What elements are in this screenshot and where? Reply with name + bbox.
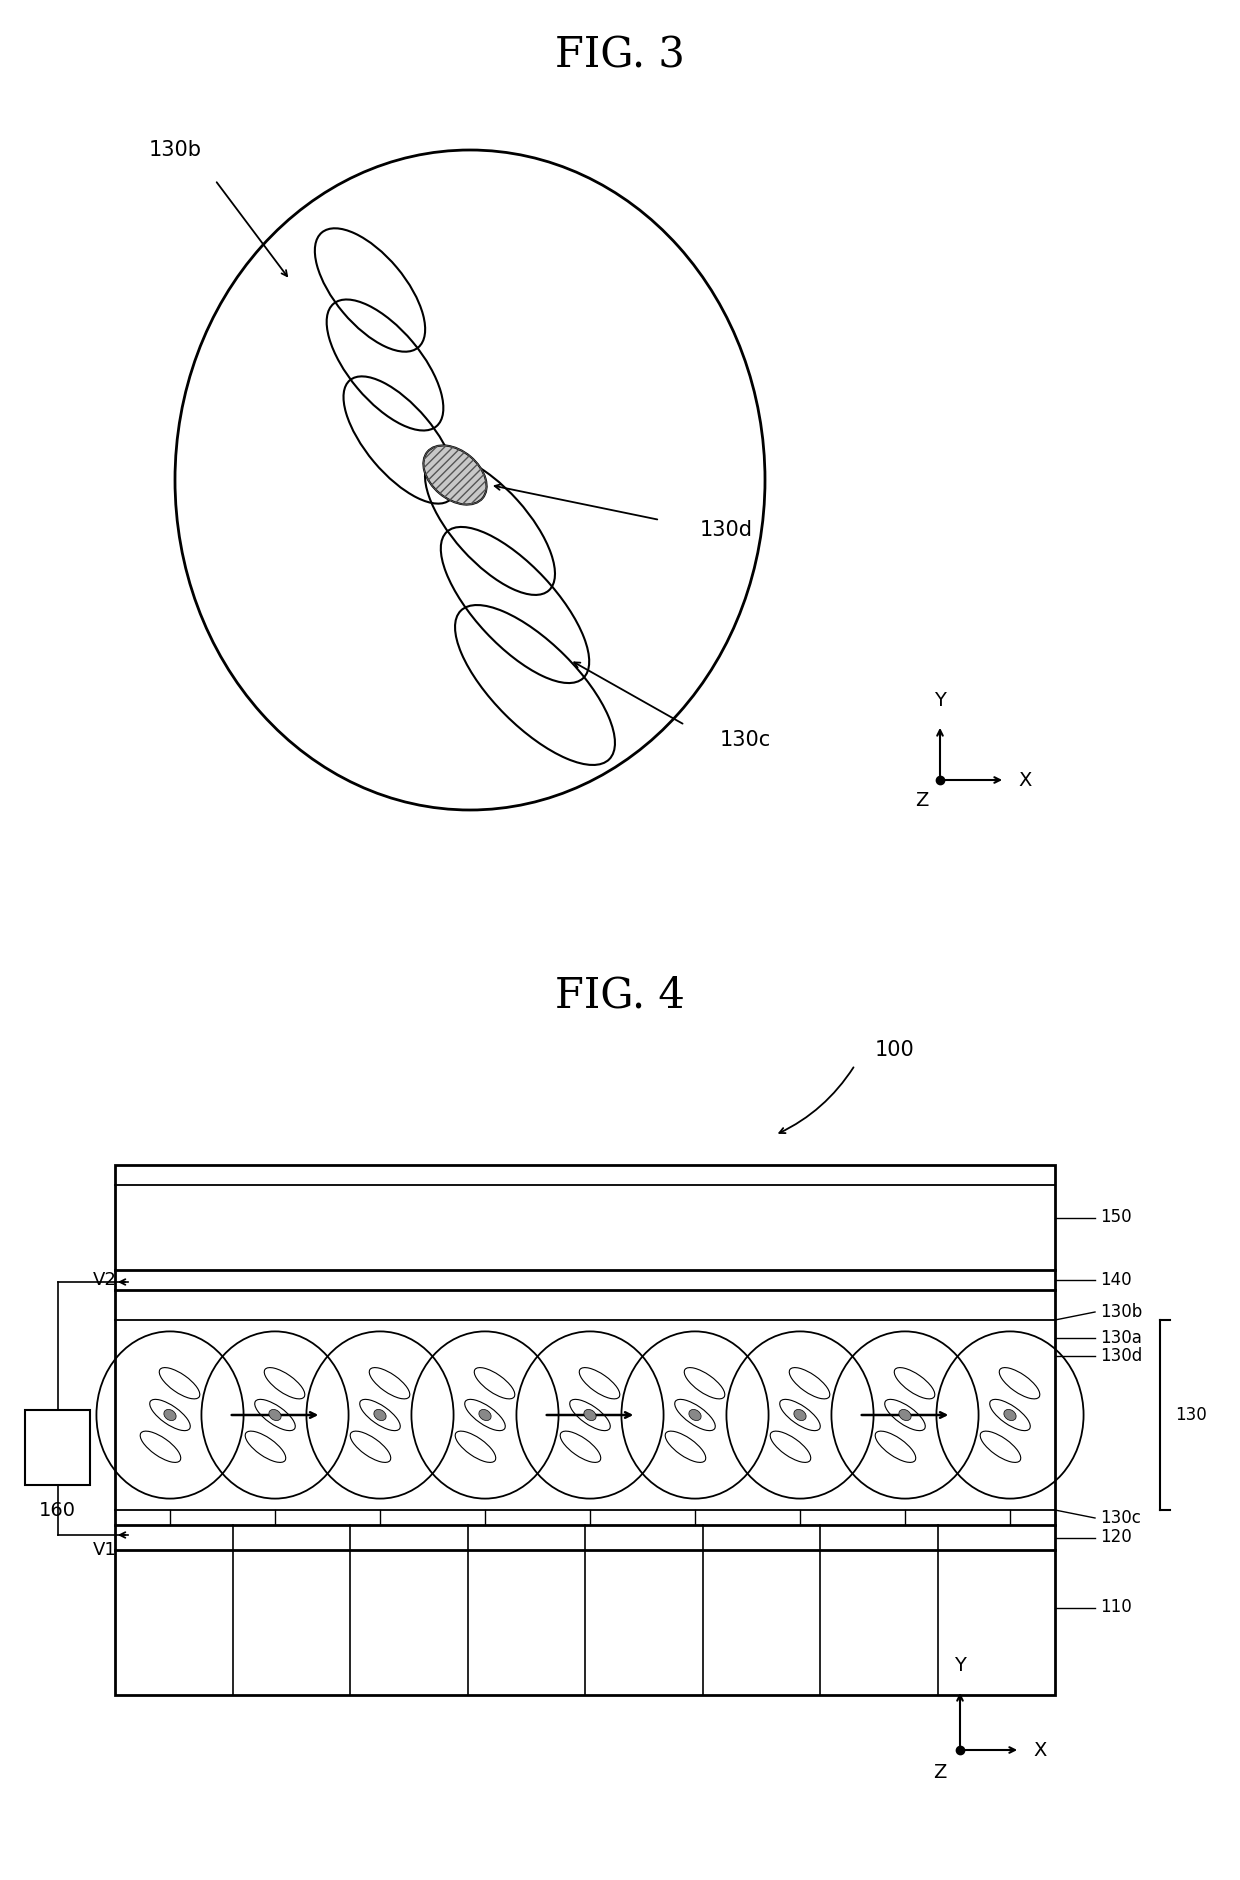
Ellipse shape [479,1410,491,1421]
Ellipse shape [794,1410,806,1421]
Text: 130a: 130a [1100,1329,1142,1346]
Text: 130d: 130d [701,521,753,540]
Text: 130: 130 [1176,1406,1207,1423]
Text: X: X [1033,1741,1047,1760]
Text: 140: 140 [1100,1271,1132,1290]
Text: V1: V1 [93,1542,117,1559]
Bar [115,1166,1055,1696]
Text: Z: Z [934,1763,946,1782]
Text: 160: 160 [38,1500,76,1519]
Text: 130d: 130d [1100,1346,1142,1365]
Text: 130c: 130c [720,729,771,750]
Text: 130c: 130c [1100,1510,1141,1527]
Text: Y: Y [934,692,946,711]
Text: 130b: 130b [1100,1303,1142,1322]
Ellipse shape [269,1410,281,1421]
Text: FIG. 4: FIG. 4 [556,976,684,1017]
Text: Z: Z [915,790,929,810]
Text: 130b: 130b [149,139,201,160]
Text: 110: 110 [1100,1598,1132,1617]
Text: FIG. 3: FIG. 3 [556,36,684,77]
Text: 100: 100 [875,1040,915,1060]
Text: Y: Y [954,1656,966,1675]
Ellipse shape [374,1410,386,1421]
Text: 150: 150 [1100,1209,1132,1226]
Ellipse shape [689,1410,701,1421]
Ellipse shape [899,1410,911,1421]
Ellipse shape [1004,1410,1016,1421]
Ellipse shape [584,1410,596,1421]
Bar [25,1410,91,1485]
Ellipse shape [164,1410,176,1421]
Ellipse shape [423,446,486,504]
Text: X: X [1018,771,1032,790]
Text: V2: V2 [93,1271,117,1290]
Text: 120: 120 [1100,1528,1132,1547]
